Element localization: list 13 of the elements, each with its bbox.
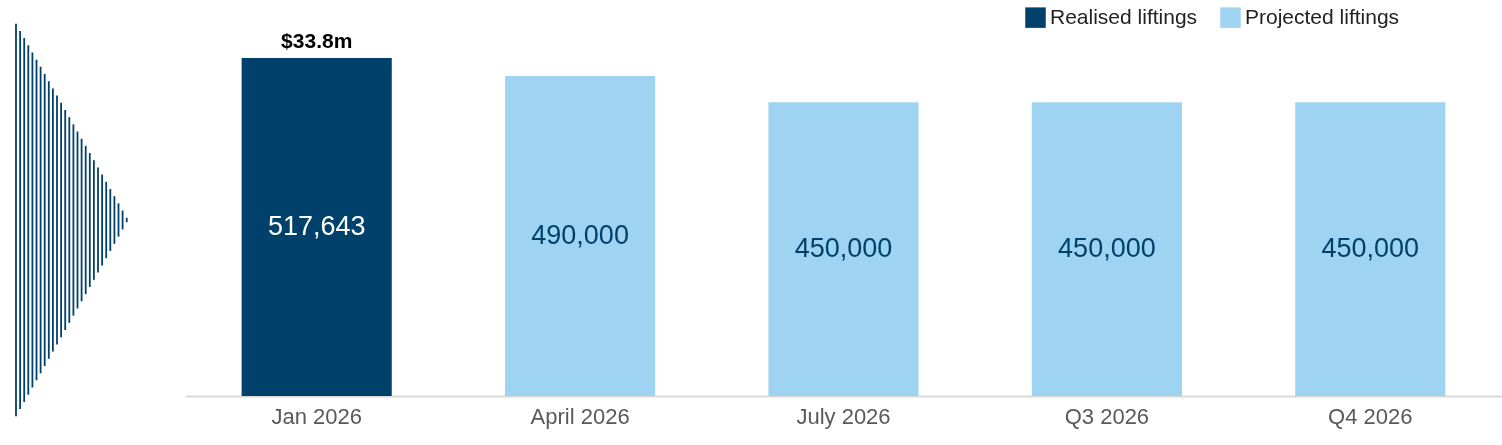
- x-tick-label: Q3 2026: [1064, 403, 1150, 429]
- data-label: 490,000: [531, 220, 629, 251]
- data-label: 450,000: [1058, 233, 1156, 264]
- legend-label: Realised liftings: [1050, 4, 1198, 28]
- data-label: 450,000: [1321, 233, 1420, 264]
- x-tick-label: July 2026: [796, 403, 891, 429]
- legend-label: Projected liftings: [1245, 4, 1400, 28]
- data-label: 450,000: [794, 233, 893, 264]
- annotation: $33.8m: [281, 29, 353, 52]
- x-tick-label: Q4 2026: [1328, 403, 1413, 429]
- data-label: 517,643: [267, 211, 366, 241]
- x-tick-label: April 2026: [530, 403, 630, 429]
- x-tick-label: Jan 2026: [271, 403, 362, 429]
